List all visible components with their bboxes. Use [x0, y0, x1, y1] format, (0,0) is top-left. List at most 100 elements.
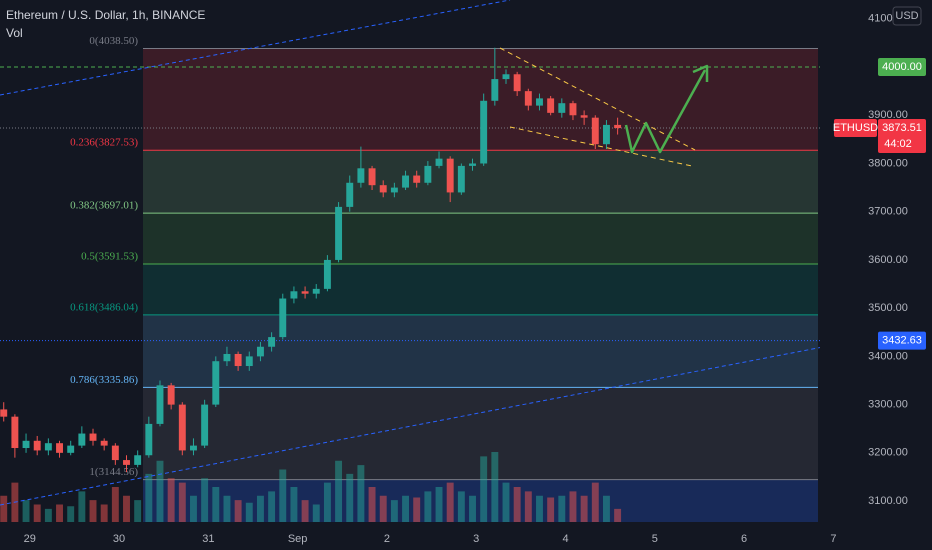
y-tick-label: 3400.00 [868, 350, 908, 362]
fib-label: 1(3144.56) [89, 466, 138, 478]
candle-body [201, 404, 209, 446]
volume-bar [145, 473, 153, 522]
candle-body [457, 165, 465, 193]
volume-bar [335, 460, 343, 522]
y-tick-label: 3100.00 [868, 495, 908, 507]
candle-body [390, 187, 398, 193]
x-tick-label: 7 [830, 533, 836, 545]
candle-body [446, 158, 454, 193]
candle-body [44, 443, 52, 451]
volume-bar [446, 482, 454, 522]
candle-body [536, 98, 543, 106]
x-tick-label: 2 [384, 533, 390, 545]
volume-bar [123, 495, 130, 522]
candle-body [413, 175, 421, 183]
fib-label: 0.618(3486.04) [70, 301, 138, 313]
marker-tag-label: 3432.63 [882, 335, 922, 347]
volume-bar [290, 487, 298, 522]
candle-body [469, 163, 476, 166]
projection-arrow [624, 69, 707, 154]
candle-body [513, 74, 521, 92]
y-tick-label: 3300.00 [868, 399, 908, 411]
volume-bar [547, 497, 555, 522]
candle-body [301, 291, 309, 294]
volume-bar [212, 487, 220, 522]
x-tick-label: Sep [288, 533, 308, 545]
price-tags: 4000.00 ETHUSD 3873.51 44:02 3432.63 [833, 58, 926, 350]
volume-bar [223, 495, 231, 522]
volume-bar [134, 500, 142, 522]
x-tick-label: 6 [741, 533, 747, 545]
fib-label: 0.5(3591.53) [81, 251, 138, 263]
candle-body [78, 433, 86, 446]
candle-body [100, 440, 108, 446]
volume-bar [245, 502, 253, 522]
volume-bar [301, 500, 309, 522]
fib-label: 0(4038.50) [89, 35, 138, 47]
volume-bar [480, 456, 488, 522]
candle-body [368, 168, 376, 186]
volume-bar [279, 469, 287, 522]
candle-body [491, 79, 499, 101]
candle-body [402, 175, 410, 188]
candle-body [323, 259, 331, 289]
candle-body [56, 443, 63, 453]
volume-bar [602, 495, 610, 522]
volume-bar [569, 491, 577, 522]
arrow-head [692, 64, 709, 82]
candle-body [123, 460, 130, 465]
candle-body [134, 455, 142, 465]
volume-bar [312, 504, 320, 522]
trend-line [0, 336, 876, 506]
candle-body [569, 103, 577, 116]
volume-bar [78, 491, 86, 522]
candle-body [279, 298, 287, 338]
volume-bar [435, 487, 443, 522]
trend-line [0, 0, 511, 96]
y-tick-label: 3200.00 [868, 447, 908, 459]
candle-body [145, 423, 153, 456]
fib-zone [143, 314, 818, 388]
candle-body [190, 445, 197, 451]
candle-body [424, 165, 432, 183]
volume-bar [0, 495, 8, 522]
candle-body [89, 433, 97, 441]
volume-bar [67, 506, 75, 522]
volume-bar [413, 497, 421, 522]
volume-bar [167, 478, 175, 522]
candle-body [558, 103, 566, 113]
alert-tag-label: 4000.00 [882, 61, 922, 73]
volume-bar [111, 487, 119, 522]
volume-bar [22, 500, 30, 522]
chart-title: Ethereum / U.S. Dollar, 1h, BINANCE [6, 8, 205, 22]
candle-body [156, 385, 164, 424]
volume-bar [424, 491, 432, 522]
volume-bar [368, 487, 376, 522]
volume-bar [513, 487, 521, 522]
candle-body [435, 158, 443, 166]
fib-label: 0.236(3827.53) [70, 137, 138, 149]
countdown-label: 44:02 [884, 138, 912, 150]
drawings [0, 0, 876, 506]
y-tick-label: 3600.00 [868, 254, 908, 266]
volume-bar [469, 495, 476, 522]
last-price-label: 3873.51 [882, 122, 922, 134]
axis-layer: 3100.00 3200.00 3300.00 3400.00 3500.00 3600.… [24, 13, 908, 545]
candle-body [290, 291, 298, 299]
candle-body [11, 416, 19, 449]
channel-line [509, 126, 693, 167]
currency-label[interactable]: USD [895, 10, 918, 22]
volume-bar [89, 500, 97, 522]
currency-box[interactable] [892, 6, 922, 26]
candle-body [591, 117, 599, 145]
candle-body [547, 98, 555, 113]
candle-body [346, 182, 354, 207]
volume-bar [536, 495, 543, 522]
fib-label: 0.786(3335.86) [70, 374, 138, 386]
candle-body [312, 288, 320, 294]
x-tick-label: 5 [652, 533, 658, 545]
candle-body [268, 337, 276, 347]
candle-body [480, 100, 488, 164]
volume-bar [580, 495, 588, 522]
